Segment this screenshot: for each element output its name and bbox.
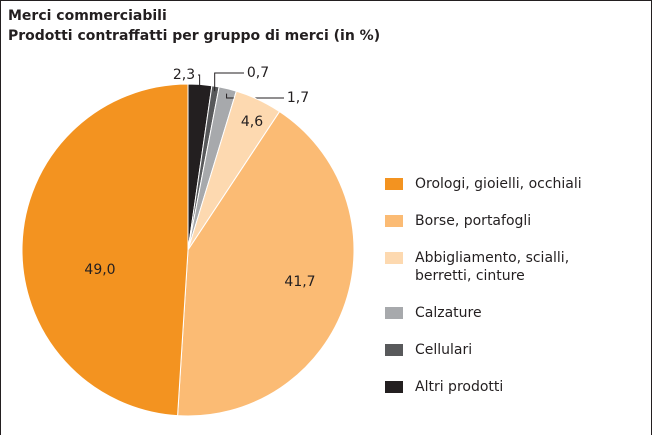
leader-line [226,93,284,99]
legend-item: Abbigliamento, scialli, berretti, cintur… [385,249,645,285]
data-label: 2,3 [173,67,195,83]
pie-slice [21,83,189,417]
legend-label: Orologi, gioielli, occhiali [415,176,582,192]
data-label: 41,7 [284,274,315,290]
legend: Orologi, gioielli, occhiali Borse, portaf… [385,175,645,415]
legend-label: Abbigliamento, scialli, berretti, cintur… [415,250,570,284]
chart-subtitle: Prodotti contraffatti per gruppo di merc… [8,28,380,44]
legend-swatch [385,344,403,356]
legend-swatch [385,307,403,319]
legend-label: Borse, portafogli [415,213,532,229]
data-label: 0,7 [247,65,269,81]
legend-swatch [385,381,403,393]
legend-item: Orologi, gioielli, occhiali [385,175,645,193]
data-label: 4,6 [241,114,263,130]
legend-item: Calzature [385,304,645,322]
legend-label: Calzature [415,305,482,321]
leader-line [198,74,201,90]
legend-swatch [385,215,403,227]
pie-slice [177,110,355,417]
legend-item: Cellulari [385,341,645,359]
legend-swatch [385,178,403,190]
legend-item: Altri prodotti [385,378,645,396]
chart-title: Merci commerciabili [8,8,167,24]
legend-item: Borse, portafogli [385,212,645,230]
legend-label: Altri prodotti [415,379,504,395]
legend-swatch [385,252,403,264]
leader-line [214,72,244,92]
data-label: 1,7 [287,90,309,106]
legend-label: Cellulari [415,342,473,358]
data-label: 49,0 [84,262,115,278]
